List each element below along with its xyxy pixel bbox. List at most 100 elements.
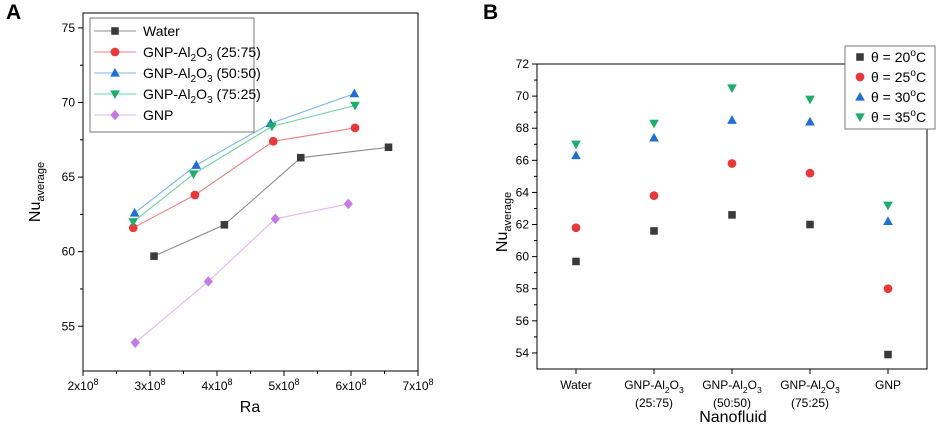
panel-a-x-tick-label: 3x108 [134, 377, 165, 393]
legend-marker-25-c [855, 72, 865, 82]
panel-b-y-tick-label: 70 [516, 89, 530, 103]
series-line-gnp [134, 203, 349, 344]
data-point-20-c [572, 257, 580, 266]
panel-b-y-axis-title: Nuaverage [494, 192, 514, 252]
panel-a-x-tick-label: 2x108 [67, 377, 98, 393]
panel-b-x-tick-sublabel-gnp-al2o3-50-50: (50:50) [713, 396, 751, 410]
legend-marker-gnp-al2o3-75-25 [110, 90, 120, 100]
panel-b-y-tick-label: 62 [516, 218, 530, 232]
panel-b-letter: B [483, 1, 498, 24]
legend-label-gnp-al2o3-25-75: GNP-Al2O3 (25:75) [143, 44, 261, 64]
panel-b-x-tick-sublabel-gnp-al2o3-75-25: (75:25) [791, 396, 829, 410]
panel-a-x-tick-label: 7x108 [402, 377, 433, 393]
legend-marker-35-c [855, 113, 865, 123]
data-point-30-c [649, 132, 659, 142]
data-point-35-c [727, 84, 737, 94]
panel-a-y-axis-title: Nuaverage [27, 162, 47, 222]
data-point-35-c [883, 201, 893, 211]
data-point-gnp [203, 276, 213, 287]
data-point-gnp-al2o3-75-25 [267, 122, 277, 132]
data-point-gnp-al2o3-25-75 [128, 223, 138, 233]
data-point-25-c [571, 223, 581, 233]
data-point-30-c [571, 150, 581, 160]
panel-b-y-tick-label: 54 [516, 346, 530, 360]
data-point-25-c [883, 284, 893, 294]
panel-a: A 2x108 3x108 4x108 5x108 6x108 7x108 55 60 65 70… [6, 1, 434, 416]
panel-b-x-tick-label-gnp-al2o3-75-25: GNP-Al2O3 [780, 378, 840, 395]
panel-b-y-tick-label: 66 [516, 153, 530, 167]
panel-a-letter: A [6, 1, 21, 24]
panel-b-y-tick-label: 56 [516, 314, 530, 328]
panel-b-x-tick-label-gnp-al2o3-25-75: GNP-Al2O3 [624, 378, 684, 395]
panel-b-legend: θ = 20oC θ = 25oC θ = 30oC θ = 35oC [844, 45, 936, 130]
legend-marker-gnp-al2o3-50-50 [110, 67, 120, 77]
data-point-water [220, 221, 229, 229]
panel-a-x-tick-label: 5x108 [268, 377, 299, 393]
panel-b-y-tick-label: 72 [516, 57, 530, 71]
data-point-35-c [571, 140, 581, 150]
data-point-gnp-al2o3-50-50 [349, 88, 360, 98]
panel-b-x-axis-title: Nanofluid [699, 409, 767, 426]
panel-b-y-tick-label: 64 [516, 185, 530, 199]
panel-a-y-tick-label: 65 [62, 170, 76, 184]
panel-a-series-lines [132, 93, 389, 344]
data-point-20-c [728, 211, 736, 219]
data-point-gnp-al2o3-25-75 [350, 123, 360, 133]
data-point-water [296, 153, 305, 162]
legend-label-25-c: θ = 25oC [871, 68, 926, 85]
panel-a-x-axis-title: Ra [240, 399, 261, 416]
data-point-25-c [649, 191, 659, 201]
legend-marker-30-c [855, 91, 865, 101]
panel-a-x-tick-label: 4x108 [201, 377, 232, 393]
data-point-gnp [130, 337, 140, 348]
legend-label-gnp-al2o3-75-25: GNP-Al2O3 (75:25) [143, 86, 261, 106]
data-point-20-c [806, 220, 814, 229]
panel-a-y-tick-label: 60 [62, 245, 76, 259]
panel-a-x-tick-label: 6x108 [335, 377, 366, 393]
legend-label-water: Water [143, 23, 180, 39]
panel-b-y-tick-label: 58 [516, 282, 530, 296]
series-line-water [153, 146, 389, 257]
data-point-gnp-al2o3-75-25 [128, 218, 139, 227]
panel-a-y-tick-label: 70 [62, 96, 76, 110]
data-point-25-c [805, 168, 815, 178]
legend-label-30-c: θ = 30oC [871, 88, 926, 105]
series-line-gnp-al2o3-50-50 [134, 93, 355, 214]
panel-a-axes: 2x108 3x108 4x108 5x108 6x108 7x108 55 60 65 70 75 [62, 21, 434, 393]
legend-label-35-c: θ = 35oC [871, 108, 926, 125]
panel-a-y-tick-label: 75 [62, 21, 76, 35]
data-point-gnp-al2o3-25-75 [190, 190, 200, 200]
panel-b-data-points [571, 84, 893, 359]
panel-b-x-tick-label-gnp: GNP [875, 378, 901, 392]
series-line-gnp-al2o3-75-25 [132, 104, 356, 223]
data-point-20-c [650, 227, 658, 235]
data-point-35-c [649, 119, 659, 129]
legend-marker-gnp-al2o3-25-75 [110, 47, 120, 57]
legend-marker-water [111, 27, 119, 35]
data-point-30-c [805, 116, 815, 126]
legend-marker-gnp [110, 109, 120, 121]
data-point-gnp-al2o3-50-50 [129, 207, 140, 217]
data-point-gnp-al2o3-75-25 [188, 170, 199, 180]
data-point-25-c [727, 159, 737, 168]
panel-b-x-tick-label-water: Water [560, 378, 592, 392]
panel-b-y-tick-label: 60 [516, 250, 530, 264]
data-point-gnp-al2o3-75-25 [350, 101, 360, 111]
data-point-gnp [270, 213, 280, 225]
data-point-water [150, 252, 158, 260]
data-point-20-c [884, 350, 892, 359]
legend-label-gnp: GNP [143, 107, 173, 123]
panel-b-x-tick-sublabel-gnp-al2o3-25-75: (25:75) [635, 396, 673, 410]
panel-a-data-points [128, 88, 393, 348]
data-point-gnp-al2o3-50-50 [191, 160, 202, 169]
data-point-gnp [343, 198, 353, 210]
data-point-35-c [805, 95, 815, 105]
panel-a-y-tick-label: 55 [62, 319, 76, 333]
data-point-30-c [883, 216, 893, 225]
panel-b-x-tick-label-gnp-al2o3-50-50: GNP-Al2O3 [702, 378, 762, 395]
legend-label-20-c: θ = 20oC [871, 48, 926, 65]
data-point-gnp-al2o3-25-75 [268, 136, 278, 146]
